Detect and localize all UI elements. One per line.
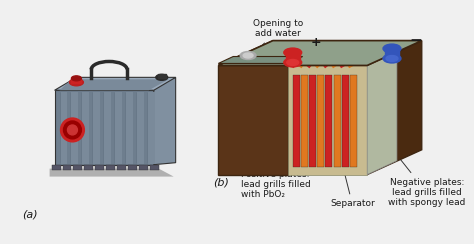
- Text: Opening to
add water: Opening to add water: [253, 19, 303, 55]
- Ellipse shape: [287, 60, 299, 65]
- Bar: [55, 90, 154, 165]
- Bar: [125, 92, 133, 164]
- Bar: [317, 75, 324, 167]
- Bar: [293, 75, 300, 167]
- Polygon shape: [367, 51, 397, 175]
- Bar: [350, 75, 357, 167]
- Ellipse shape: [240, 51, 256, 60]
- Text: +: +: [310, 36, 321, 49]
- Text: (a): (a): [22, 209, 37, 219]
- Ellipse shape: [284, 58, 301, 67]
- Bar: [60, 92, 67, 164]
- Polygon shape: [367, 41, 422, 175]
- Bar: [301, 75, 308, 167]
- Ellipse shape: [383, 44, 401, 53]
- Bar: [106, 165, 115, 170]
- Bar: [286, 51, 300, 61]
- Bar: [150, 165, 159, 170]
- Ellipse shape: [383, 54, 401, 63]
- Text: H₂SO₄
and water: H₂SO₄ and water: [241, 127, 304, 167]
- Bar: [114, 92, 122, 164]
- Text: (b): (b): [213, 178, 229, 188]
- Bar: [73, 165, 82, 170]
- Circle shape: [67, 125, 77, 135]
- Text: Positive plates:
lead grills filled
with PbO₂: Positive plates: lead grills filled with…: [241, 119, 311, 199]
- Bar: [117, 165, 126, 170]
- Text: Separator: Separator: [330, 149, 374, 208]
- Bar: [309, 75, 316, 167]
- Polygon shape: [60, 79, 169, 90]
- Bar: [92, 92, 100, 164]
- Bar: [136, 92, 144, 164]
- Text: Negative plates:
lead grills filled
with spongy lead: Negative plates: lead grills filled with…: [360, 108, 465, 207]
- Polygon shape: [288, 51, 397, 65]
- Bar: [95, 165, 104, 170]
- Bar: [158, 74, 166, 78]
- Ellipse shape: [386, 56, 398, 61]
- Bar: [63, 165, 72, 170]
- Bar: [219, 65, 288, 175]
- Text: −: −: [410, 33, 423, 48]
- Bar: [288, 65, 367, 175]
- Bar: [147, 92, 155, 164]
- Bar: [84, 165, 93, 170]
- Bar: [72, 79, 82, 83]
- Bar: [342, 75, 349, 167]
- Circle shape: [64, 121, 82, 139]
- Bar: [82, 92, 89, 164]
- Polygon shape: [219, 41, 422, 65]
- Bar: [385, 47, 399, 57]
- Bar: [71, 92, 78, 164]
- Bar: [334, 75, 340, 167]
- Polygon shape: [50, 169, 173, 177]
- Polygon shape: [219, 57, 303, 63]
- Bar: [128, 165, 137, 170]
- Circle shape: [61, 118, 84, 142]
- Ellipse shape: [284, 48, 301, 57]
- Bar: [103, 92, 111, 164]
- Ellipse shape: [70, 79, 83, 86]
- Polygon shape: [55, 77, 176, 90]
- Ellipse shape: [72, 76, 82, 81]
- Bar: [52, 165, 61, 170]
- Polygon shape: [219, 41, 422, 65]
- Ellipse shape: [156, 74, 168, 80]
- Bar: [139, 165, 148, 170]
- Bar: [326, 75, 332, 167]
- Polygon shape: [154, 77, 176, 165]
- Ellipse shape: [243, 53, 253, 58]
